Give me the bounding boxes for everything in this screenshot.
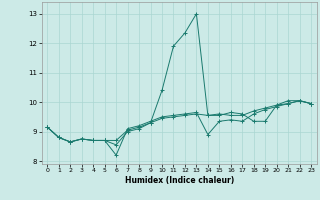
- X-axis label: Humidex (Indice chaleur): Humidex (Indice chaleur): [124, 176, 234, 185]
